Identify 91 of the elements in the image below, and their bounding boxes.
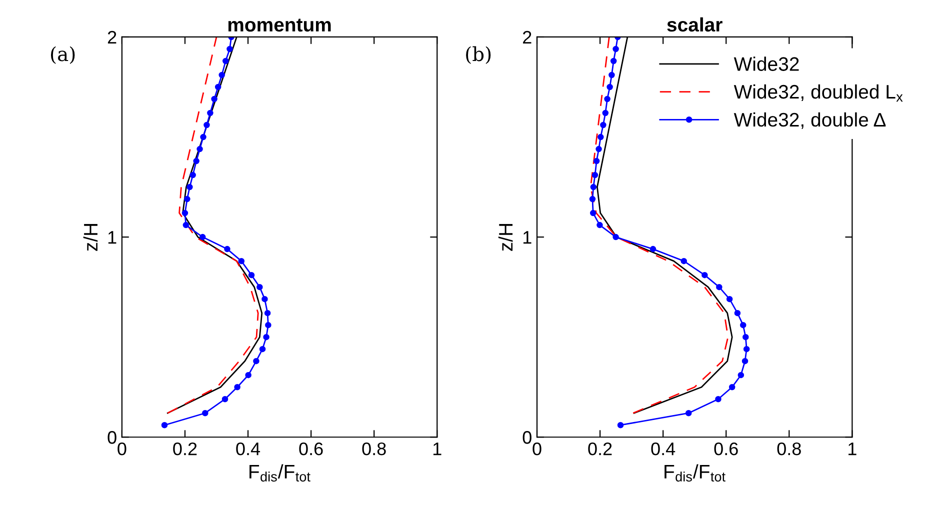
y-tick-label: 1 [523, 231, 532, 244]
point [610, 58, 617, 64]
point [214, 84, 222, 90]
text: (b) [466, 46, 491, 64]
point [202, 410, 208, 416]
point [604, 96, 610, 102]
point [190, 172, 196, 178]
point [715, 396, 722, 402]
text: (a) [50, 46, 75, 64]
point [238, 258, 245, 264]
point [200, 234, 206, 240]
legend-label: Wide32 [734, 56, 799, 71]
x-tick-label: 0.2 [588, 442, 612, 456]
point [590, 184, 597, 190]
point [738, 372, 744, 378]
y-tick-label: 2 [108, 30, 116, 44]
point [596, 146, 602, 152]
x-tick-label: 0.8 [362, 442, 386, 456]
point [742, 358, 748, 364]
y-axis-title: z/H [83, 224, 98, 251]
point [193, 158, 200, 164]
point [262, 296, 268, 302]
point [222, 58, 229, 64]
point [716, 284, 722, 290]
point [245, 372, 252, 378]
point [234, 384, 240, 390]
y-axis-title: z/H [498, 224, 513, 251]
point [650, 246, 656, 252]
point [740, 322, 746, 328]
point [207, 110, 214, 116]
x-axis-title: F$_{dis}$/F$_{tot}$ [664, 464, 726, 482]
legend-label: Wide32, doubled L$_{x}$ [734, 84, 903, 102]
point [728, 384, 736, 390]
y-tick-label: 0 [108, 431, 116, 444]
point [589, 196, 596, 202]
point [186, 184, 193, 190]
chart-title: scalar [667, 17, 722, 32]
point [184, 196, 190, 202]
x-tick-label: 0.8 [777, 442, 801, 456]
point [224, 246, 230, 252]
x-tick-label: 1 [848, 442, 856, 456]
point [161, 422, 168, 428]
x-tick-label: 0 [532, 442, 542, 456]
point [204, 122, 210, 128]
x-tick-label: 0.2 [173, 442, 197, 456]
point [743, 346, 750, 352]
point [253, 358, 260, 364]
point [259, 346, 266, 352]
point [612, 234, 619, 240]
point [226, 46, 233, 52]
point [182, 210, 188, 216]
point [196, 146, 203, 152]
point [742, 334, 749, 340]
x-tick-label: 0.4 [651, 442, 676, 456]
point [606, 84, 613, 90]
y-tick-label: 0 [522, 431, 532, 444]
point [596, 222, 603, 228]
point [612, 46, 619, 52]
point [598, 134, 604, 140]
point [600, 122, 606, 128]
x-tick-label: 1 [433, 442, 442, 456]
point [734, 310, 741, 316]
point [590, 210, 596, 216]
point [702, 272, 708, 278]
y-tick-label: 1 [108, 231, 116, 244]
point [256, 284, 263, 290]
point [182, 222, 190, 228]
point [593, 158, 600, 164]
point [726, 296, 733, 302]
point [608, 72, 615, 78]
chart-title: momentum [228, 18, 331, 32]
point [218, 72, 225, 78]
point [211, 96, 218, 102]
point [265, 322, 272, 328]
x-tick-label: 0.6 [714, 442, 738, 456]
point [264, 310, 271, 316]
x-tick-label: 0 [118, 442, 126, 456]
point [680, 258, 687, 264]
point [602, 110, 609, 116]
point [200, 134, 206, 140]
point [222, 396, 228, 402]
point [263, 334, 270, 340]
point [617, 422, 624, 428]
x-axis-title: F$_{dis}$/F$_{tot}$ [250, 464, 310, 482]
point [685, 410, 692, 416]
point [248, 272, 255, 278]
x-tick-label: 0.4 [236, 442, 260, 456]
legend-label: Wide32, double Δ [734, 112, 886, 129]
x-tick-label: 0.6 [299, 442, 323, 456]
y-tick-label: 2 [523, 30, 532, 44]
point [592, 172, 598, 178]
